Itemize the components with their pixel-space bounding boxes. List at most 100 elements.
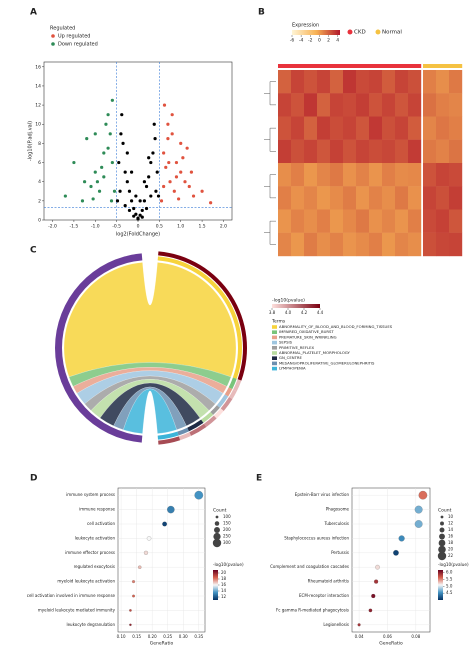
y-tick-label: 0 <box>38 218 41 224</box>
point <box>102 175 106 179</box>
group-bar <box>408 64 422 68</box>
point <box>176 197 181 201</box>
point <box>93 170 97 174</box>
heatmap-cell <box>382 116 396 140</box>
legend-title: -log10(pvalue) <box>272 298 305 304</box>
legend-label: LYMPHOPENIA <box>279 366 306 371</box>
x-tick-label: 0.35 <box>194 634 203 639</box>
point <box>154 189 158 193</box>
point <box>120 113 124 117</box>
x-axis-title: GeneRatio <box>150 641 174 647</box>
heatmap-cell <box>408 116 422 140</box>
dot <box>414 520 423 528</box>
y-tick-label: Tuberculosis <box>324 521 350 526</box>
legend-label: 14 <box>448 527 454 532</box>
x-tick-label: 0.20 <box>148 634 157 639</box>
x-tick-label: 0.06 <box>383 634 392 639</box>
colorbar-label: -2 <box>308 38 313 44</box>
colorbar-label: 5.0 <box>446 583 453 588</box>
point <box>142 180 147 184</box>
heatmap-cell <box>449 70 463 94</box>
heatmap-cell <box>449 232 463 257</box>
chord-ribbon <box>123 388 177 434</box>
colorbar-label: 20 <box>221 570 227 575</box>
y-tick-label: cell activation involved in immune respo… <box>27 593 116 598</box>
legend-marker <box>51 42 55 46</box>
heatmap-cell <box>317 163 331 187</box>
panel-label: A <box>30 8 37 18</box>
legend-dot <box>437 551 447 561</box>
heatmap-cell <box>436 116 450 140</box>
plot-frame <box>117 487 206 633</box>
colorbar-label: 4.0 <box>285 310 292 315</box>
dot <box>143 550 149 555</box>
heatmap-cell <box>408 209 422 233</box>
y-tick-label: Pertussis <box>331 550 349 555</box>
point <box>144 184 149 189</box>
term-arc <box>224 387 233 397</box>
heatmap-cell <box>408 232 422 257</box>
legend-label: 100 <box>223 514 231 519</box>
heatmap-cell <box>423 232 437 257</box>
x-tick-label: 0.08 <box>411 634 420 639</box>
legend-label: CKD <box>354 30 366 36</box>
point <box>140 215 144 219</box>
dot <box>167 505 175 514</box>
heatmap-cell <box>330 93 344 117</box>
group-bar <box>436 64 450 68</box>
colorbar-label: 4.5 <box>446 590 453 595</box>
point <box>144 206 149 211</box>
y-axis-title: -log10(P.adj.val) <box>28 121 34 161</box>
y-tick-label: Rheumatoid arthritis <box>308 579 349 584</box>
colorbar-label: 5.5 <box>446 577 453 582</box>
heatmap-cell <box>304 116 318 140</box>
heatmap-cell <box>395 70 409 94</box>
point <box>164 165 168 169</box>
dot <box>375 564 380 570</box>
heatmap-cell <box>436 232 450 257</box>
y-tick-label: leukocyte degranulation <box>66 622 115 627</box>
colorbar-label: 0 <box>318 38 321 44</box>
heatmap-cell <box>436 186 450 210</box>
heatmap-cell <box>408 186 422 210</box>
point <box>149 194 153 198</box>
heatmap-cell <box>423 116 437 140</box>
pvalue-arc <box>213 408 224 419</box>
point <box>100 165 104 169</box>
dot <box>146 536 152 541</box>
point <box>162 151 166 155</box>
heatmap-cell <box>423 209 437 233</box>
point <box>95 180 100 184</box>
heatmap-cell <box>449 209 463 233</box>
legend-title: Count <box>213 508 227 514</box>
colorbar-label: 16 <box>221 582 227 587</box>
colorbar-label: 6.0 <box>446 570 453 575</box>
point <box>185 146 189 150</box>
heatmap-cell <box>382 209 396 233</box>
dot <box>132 594 135 598</box>
point <box>89 184 93 189</box>
dendrogram <box>264 127 276 152</box>
heatmap-cell <box>395 163 409 187</box>
y-tick-label: Complement and coagulation cascades <box>270 564 349 569</box>
dot <box>393 549 399 556</box>
dot <box>357 623 361 627</box>
legend-label: SEPSIS <box>279 340 293 345</box>
heatmap-cell <box>304 232 318 257</box>
point <box>153 137 157 141</box>
panel-label: B <box>258 8 265 18</box>
legend-title: Regulated <box>50 26 75 32</box>
point <box>162 103 167 107</box>
heatmap-cell <box>382 186 396 210</box>
heatmap-cell <box>382 139 396 164</box>
legend-title: Count <box>438 508 452 514</box>
legend-dot <box>212 538 222 548</box>
heatmap-cell <box>343 186 357 210</box>
colorbar <box>292 30 340 35</box>
legend-label: ABNORMAL_PLATELET_MORPHOLOGY <box>279 350 351 355</box>
dot <box>129 623 132 627</box>
legend-swatch <box>272 346 277 350</box>
heatmap-cell <box>317 186 331 210</box>
legend-swatch <box>272 351 277 355</box>
colorbar-label: 3.8 <box>269 310 276 315</box>
